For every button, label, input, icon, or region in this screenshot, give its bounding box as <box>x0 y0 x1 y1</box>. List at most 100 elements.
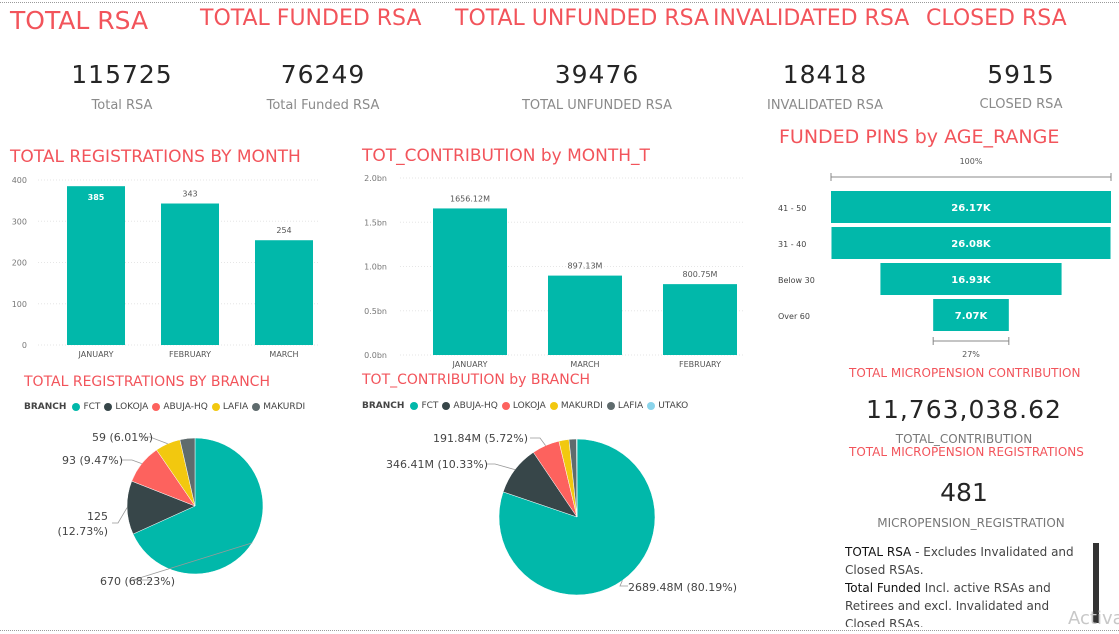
micropension-contribution-value: 11,763,038.62 <box>866 395 1062 424</box>
pie-data-label: 93 (9.47%) <box>62 454 123 467</box>
funnel-bottom-label: 27% <box>962 350 980 359</box>
chart-title-registrations-month: TOTAL REGISTRATIONS BY MONTH <box>10 147 301 167</box>
activation-watermark: Activa <box>1068 608 1119 629</box>
bar[interactable] <box>67 186 125 345</box>
notes-scrollbar[interactable] <box>1093 543 1099 623</box>
pie-leader-line <box>122 459 142 465</box>
funnel-bar[interactable] <box>831 227 1111 259</box>
funnel-data-label: 26.08K <box>951 239 992 250</box>
y-tick-label: 100 <box>12 300 27 309</box>
bar[interactable] <box>161 203 219 345</box>
y-tick-label: 1.0bn <box>364 263 387 272</box>
legend-item[interactable]: MAKURDI <box>549 401 603 411</box>
header-total-unfunded: TOTAL UNFUNDED RSA <box>455 6 710 31</box>
funded-pins-funnel: 100% 26.17K 41 - 50 26.08K 31 - 40 16.93K Belo… <box>778 157 1112 359</box>
contribution-by-branch-pie: 2689.48M (80.19%) 346.41M (10.33%) 191.84M… <box>386 432 737 596</box>
legend-label: LAFIA <box>222 402 249 412</box>
chart-title-funded-pins: FUNDED PINS by AGE_RANGE <box>779 126 1060 148</box>
legend-item[interactable]: FCT <box>72 402 100 412</box>
notes-panel[interactable]: TOTAL RSA - Excludes Invalidated and Clo… <box>845 543 1090 627</box>
x-tick-label: JANUARY <box>78 350 114 359</box>
x-tick-label: MARCH <box>570 360 599 369</box>
bottom-divider <box>0 630 1119 631</box>
legend-label: MAKURDI <box>560 401 603 411</box>
micropension-registrations-value: 481 <box>940 478 988 507</box>
pie-data-label: 2689.48M (80.19%) <box>628 581 737 594</box>
funnel-data-label: 7.07K <box>955 311 989 322</box>
legend-label: UTAKO <box>658 401 689 411</box>
legend-item[interactable]: UTAKO <box>647 401 688 411</box>
pie-slice[interactable] <box>179 437 196 507</box>
pie-data-label: 346.41M (10.33%) <box>386 458 488 471</box>
bar[interactable] <box>548 275 622 355</box>
legend-item[interactable]: LAFIA <box>211 402 249 412</box>
legend-swatch <box>410 402 419 410</box>
legend-label: LOKOJA <box>115 402 149 412</box>
y-tick-label: 400 <box>12 176 27 185</box>
note-total-rsa-bold: TOTAL RSA <box>845 545 912 559</box>
funnel-bar[interactable] <box>933 299 1009 331</box>
legend-item[interactable]: LAFIA <box>606 401 644 411</box>
legend-label: LAFIA <box>617 401 644 411</box>
data-label: 254 <box>276 226 291 235</box>
funnel-category-label: 31 - 40 <box>778 240 806 249</box>
pie-leader-line <box>619 580 628 587</box>
y-tick-label: 2.0bn <box>364 174 387 183</box>
legend-contribution-branch: BRANCH FCT ABUJA-HQ LOKOJA MAKURDI LAFIA UTAKO <box>362 401 692 411</box>
x-tick-label: FEBRUARY <box>679 360 721 369</box>
legend-swatch <box>442 402 451 410</box>
funnel-category-label: Below 30 <box>778 276 815 285</box>
legend-swatch <box>211 403 220 411</box>
pie-leader-line <box>530 437 546 446</box>
legend-label: ABUJA-HQ <box>453 401 498 411</box>
legend-item[interactable]: MAKURDI <box>252 402 305 412</box>
header-closed: CLOSED RSA <box>926 6 1067 31</box>
legend-label: ABUJA-HQ <box>163 402 208 412</box>
kpi-closed-label: CLOSED RSA <box>979 97 1063 112</box>
legend-title: BRANCH <box>24 402 67 412</box>
x-tick-label: MARCH <box>269 350 298 359</box>
kpi-total-unfunded-label: TOTAL UNFUNDED RSA <box>521 98 673 113</box>
legend-label: MAKURDI <box>263 402 306 412</box>
funnel-data-label: 26.17K <box>951 203 992 214</box>
bar[interactable] <box>663 284 737 355</box>
kpi-total-unfunded-value: 39476 <box>554 60 640 89</box>
legend-swatch <box>104 403 113 411</box>
bar[interactable] <box>255 240 313 345</box>
micropension-contribution-label: TOTAL_CONTRIBUTION <box>895 432 1033 446</box>
funnel-category-label: Over 60 <box>778 312 810 321</box>
micropension-contribution-title: TOTAL MICROPENSION CONTRIBUTION <box>849 366 1081 380</box>
funnel-bar[interactable] <box>831 191 1111 223</box>
funnel-data-label: 16.93K <box>951 275 992 286</box>
contribution-by-month-chart: 0.0bn 0.5bn 1.0bn 1.5bn 2.0bn 1656.12M JANUARY… <box>364 174 745 369</box>
data-label: 385 <box>88 193 105 202</box>
y-tick-label: 0.0bn <box>364 351 387 360</box>
legend-item[interactable]: ABUJA-HQ <box>152 402 208 412</box>
data-label: 800.75M <box>683 270 718 279</box>
data-label: 1656.12M <box>450 194 490 203</box>
note-total-funded: Total Funded Incl. active RSAs and Retir… <box>845 579 1090 627</box>
legend-item[interactable]: ABUJA-HQ <box>442 401 498 411</box>
legend-item[interactable]: LOKOJA <box>501 401 546 411</box>
bar[interactable] <box>433 208 507 355</box>
chart-title-contribution-branch: TOT_CONTRIBUTION by BRANCH <box>362 372 591 388</box>
legend-registrations-branch: BRANCH FCT LOKOJA ABUJA-HQ LAFIA MAKURDI <box>24 402 309 412</box>
registrations-by-branch-pie: 670 (68.23%) 125 93 (9.47%) 59 (6.01%) (12.7… <box>57 431 264 588</box>
data-label: 343 <box>182 190 197 199</box>
pie-leader-line <box>132 542 253 581</box>
y-tick-label: 0.5bn <box>364 307 387 316</box>
funnel-bar[interactable] <box>880 263 1062 295</box>
pie-data-label: 191.84M (5.72%) <box>433 432 528 445</box>
x-tick-label: FEBRUARY <box>169 350 211 359</box>
legend-label: LOKOJA <box>512 401 546 411</box>
legend-item[interactable]: LOKOJA <box>104 402 148 412</box>
note-total-rsa-text: - Excludes Invalidated and Closed RSAs. <box>845 545 1074 577</box>
legend-item[interactable]: FCT <box>410 401 438 411</box>
chart-title-registrations-branch: TOTAL REGISTRATIONS BY BRANCH <box>24 374 270 390</box>
data-label: 897.13M <box>568 262 603 271</box>
funnel-category-label: 41 - 50 <box>778 204 806 213</box>
pie-data-label: 59 (6.01%) <box>92 431 153 444</box>
legend-label: FCT <box>421 401 439 411</box>
note-total-funded-bold: Total Funded <box>845 581 921 595</box>
pie-data-label-cont: (12.73%) <box>57 525 108 538</box>
